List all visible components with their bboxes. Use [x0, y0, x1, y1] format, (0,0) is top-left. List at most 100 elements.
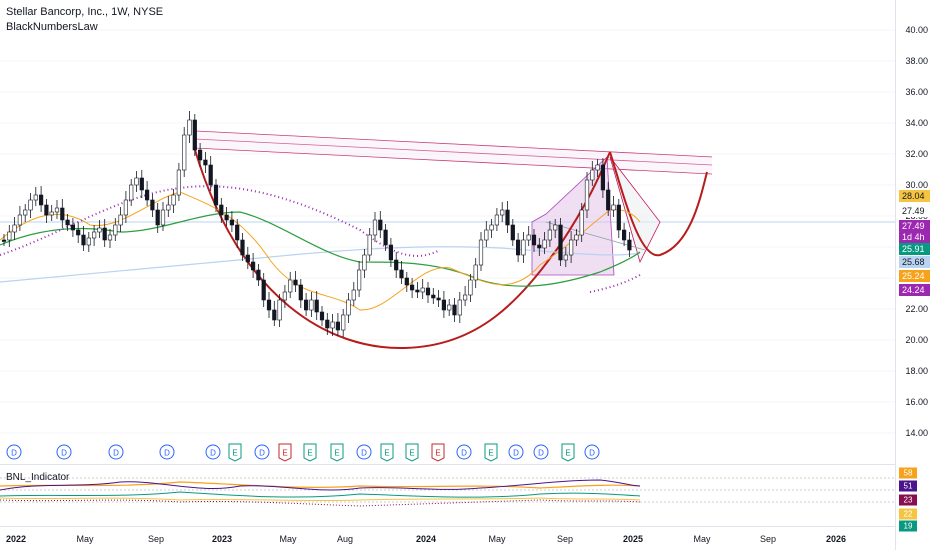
- candle: [70, 224, 75, 231]
- dividend-event-icon[interactable]: D: [108, 444, 124, 460]
- time-label: Aug: [336, 534, 354, 544]
- candle: [224, 214, 229, 221]
- bnl-line-orange: [0, 481, 641, 489]
- candle: [563, 254, 568, 261]
- bnl-line-yellow: [0, 497, 641, 502]
- earnings-event-icon[interactable]: E: [380, 443, 394, 462]
- earnings-event-icon[interactable]: E: [228, 443, 242, 462]
- candle: [229, 219, 235, 226]
- bnl-line-purple: [0, 479, 641, 491]
- dividend-event-icon[interactable]: D: [254, 444, 270, 460]
- price-tick: 14.00: [905, 428, 928, 438]
- price-badge: 24.24: [899, 284, 930, 296]
- candle: [198, 149, 203, 161]
- dividend-event-icon[interactable]: D: [533, 444, 549, 460]
- candle: [383, 229, 388, 246]
- candle: [500, 209, 505, 216]
- earnings-event-icon[interactable]: E: [431, 443, 445, 462]
- indicator-badge: 19: [899, 520, 917, 532]
- candle: [394, 259, 399, 271]
- candle: [182, 134, 187, 171]
- ma-fast: [0, 191, 641, 311]
- candle: [409, 284, 415, 291]
- candle: [123, 199, 128, 216]
- time-label: May: [279, 534, 297, 544]
- candle: [537, 244, 542, 249]
- candle: [319, 311, 325, 321]
- candle: [309, 299, 314, 311]
- candle: [150, 199, 155, 211]
- candle: [457, 299, 462, 316]
- candle: [325, 319, 330, 329]
- dividend-event-icon[interactable]: D: [508, 444, 524, 460]
- earnings-event-icon[interactable]: E: [278, 443, 292, 462]
- candle: [54, 207, 60, 213]
- dividend-event-icon[interactable]: D: [584, 444, 600, 460]
- candle: [49, 211, 54, 216]
- candle: [60, 207, 65, 221]
- candle: [23, 209, 28, 216]
- candle: [288, 279, 293, 293]
- price-badge: 27.49: [899, 220, 930, 232]
- candle: [351, 289, 356, 301]
- candle: [266, 299, 272, 311]
- earnings-event-icon[interactable]: E: [484, 443, 498, 462]
- time-label: 2023: [211, 534, 233, 544]
- earnings-event-icon[interactable]: E: [303, 443, 317, 462]
- pattern-wedge: [609, 156, 661, 264]
- time-label: Sep: [556, 534, 574, 544]
- time-label: May: [488, 534, 506, 544]
- candle: [160, 209, 166, 226]
- candle: [272, 309, 277, 321]
- candle: [415, 289, 420, 293]
- event-letter: E: [384, 449, 389, 458]
- time-label: May: [76, 534, 94, 544]
- candle: [478, 239, 484, 266]
- candle: [192, 119, 197, 151]
- event-letter: E: [232, 449, 237, 458]
- dividend-event-icon[interactable]: D: [6, 444, 22, 460]
- dividend-event-icon[interactable]: D: [159, 444, 175, 460]
- event-letter: E: [488, 449, 493, 458]
- candle: [118, 214, 123, 226]
- event-letter: D: [461, 449, 467, 458]
- earnings-event-icon[interactable]: E: [405, 443, 419, 462]
- candle: [568, 239, 574, 256]
- time-axis[interactable]: 2022 May Sep 2023 May Aug 2024 May Sep 2025 May Sep…: [0, 526, 895, 551]
- event-letter: D: [538, 449, 544, 458]
- candle: [113, 224, 118, 236]
- dividend-event-icon[interactable]: D: [456, 444, 472, 460]
- candle: [584, 179, 590, 211]
- price-badge: 1d 4h: [899, 231, 930, 243]
- indicator-title[interactable]: BNL_Indicator: [6, 472, 70, 483]
- dividend-event-icon[interactable]: D: [205, 444, 221, 460]
- candle: [176, 169, 182, 196]
- dividend-event-icon[interactable]: D: [356, 444, 372, 460]
- earnings-event-icon[interactable]: E: [561, 443, 575, 462]
- ma-slow: [0, 211, 641, 287]
- indicator-pane: [0, 477, 895, 507]
- price-tick: 30.00: [905, 180, 928, 190]
- candle: [155, 209, 160, 226]
- candle: [240, 239, 245, 256]
- candle: [129, 184, 134, 201]
- chart-title[interactable]: Stellar Bancorp, Inc., 1W, NYSE: [6, 6, 164, 18]
- dividend-event-icon[interactable]: D: [56, 444, 72, 460]
- candle: [362, 254, 367, 271]
- candle: [367, 234, 372, 256]
- earnings-event-icon[interactable]: E: [330, 443, 344, 462]
- price-tick: 32.00: [905, 149, 928, 159]
- candle: [277, 299, 282, 321]
- event-letter: D: [259, 449, 265, 458]
- ma-long: [0, 246, 641, 283]
- projection-curve: [609, 151, 708, 257]
- candle: [107, 234, 113, 241]
- candle: [420, 287, 425, 293]
- candle: [134, 177, 139, 186]
- pane-divider: [0, 464, 895, 465]
- script-name[interactable]: BlackNumbersLaw: [6, 21, 98, 33]
- price-tick: 38.00: [905, 56, 928, 66]
- candle: [261, 279, 266, 301]
